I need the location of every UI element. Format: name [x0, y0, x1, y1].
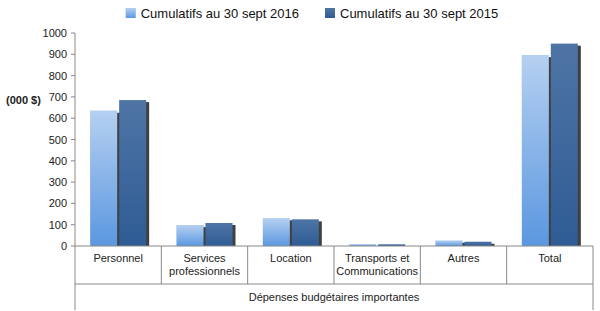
- frame-line: [593, 246, 594, 310]
- legend-swatch-highlight: [126, 8, 136, 18]
- x-tick-label-line: Personnel: [93, 252, 143, 264]
- frame-line: [75, 246, 76, 310]
- x-tick-label: Location: [270, 252, 312, 264]
- bar: [90, 111, 117, 246]
- y-tick: [71, 246, 75, 247]
- bar-highlight: [263, 218, 290, 246]
- y-tick: [71, 33, 75, 34]
- x-tick-label-line: Location: [270, 252, 312, 264]
- bar-highlight: [177, 225, 204, 246]
- y-axis-title: (000 $): [6, 94, 41, 106]
- legend-swatch: [325, 8, 335, 18]
- legend-swatch-highlight: [325, 8, 335, 18]
- bar: [206, 223, 233, 246]
- y-tick: [71, 96, 75, 97]
- x-tick-label-line: Autres: [448, 252, 480, 264]
- bar: [119, 100, 146, 246]
- y-tick-label: 300: [49, 176, 67, 188]
- bar-highlight: [119, 100, 146, 246]
- x-tick-label: Personnel: [93, 252, 143, 264]
- y-tick-label: 500: [49, 134, 67, 146]
- category-separator: [506, 246, 507, 284]
- y-tick: [71, 224, 75, 225]
- category-separator: [161, 246, 162, 284]
- bar-highlight: [465, 242, 492, 246]
- bar: [551, 44, 578, 246]
- y-tick-label: 200: [49, 197, 67, 209]
- x-tick-label: Transports etCommunications: [336, 252, 418, 277]
- x-tick-label-line: Total: [538, 252, 561, 264]
- x-tick-label: Total: [538, 252, 561, 264]
- y-tick-label: 900: [49, 48, 67, 60]
- chart: 0 100 200 300 400 500 600 700 800 900 1000 (000 $) P…: [0, 0, 600, 311]
- y-axis: 0 100 200 300 400 500 600 700 800 900 1000: [43, 27, 75, 252]
- bar-highlight: [436, 241, 463, 246]
- x-axis: Personnel Servicesprofessionnels Location T…: [75, 246, 593, 310]
- y-tick-label: 400: [49, 155, 67, 167]
- x-tick-label-line: Communications: [336, 265, 418, 277]
- bar-highlight: [551, 44, 578, 246]
- bar: [292, 219, 319, 246]
- y-tick-label: 600: [49, 112, 67, 124]
- y-axis-line: [75, 33, 76, 246]
- bar-highlight: [292, 219, 319, 246]
- category-separator: [334, 246, 335, 284]
- y-tick: [71, 160, 75, 161]
- bar: [436, 241, 463, 246]
- x-tick-label-line: Services: [183, 252, 226, 264]
- y-tick-label: 700: [49, 91, 67, 103]
- bars: [90, 44, 581, 246]
- bar-highlight: [522, 55, 549, 246]
- legend-label: Cumulatifs au 30 sept 2016: [141, 6, 299, 21]
- x-tick-label: Servicesprofessionnels: [169, 252, 240, 277]
- y-tick: [71, 54, 75, 55]
- bar-highlight: [206, 223, 233, 246]
- x-tick-label-line: professionnels: [169, 265, 240, 277]
- legend-swatch: [126, 8, 136, 18]
- category-separator: [247, 246, 248, 284]
- y-tick-label: 800: [49, 70, 67, 82]
- x-axis-title: Dépenses budgétaires importantes: [249, 291, 420, 303]
- x-tick-label: Autres: [448, 252, 480, 264]
- legend-label: Cumulatifs au 30 sept 2015: [340, 6, 498, 21]
- y-tick-label: 100: [49, 219, 67, 231]
- y-tick: [71, 182, 75, 183]
- x-tick-label-line: Transports et: [345, 252, 409, 264]
- y-tick: [71, 139, 75, 140]
- legend: Cumulatifs au 30 sept 2016 Cumulatifs au …: [126, 6, 499, 21]
- category-separator: [420, 246, 421, 284]
- bar: [263, 218, 290, 246]
- y-tick: [71, 118, 75, 119]
- bar: [465, 242, 492, 246]
- y-tick-label: 0: [61, 240, 67, 252]
- bar-highlight: [90, 111, 117, 246]
- bar: [522, 55, 549, 246]
- frame-line: [75, 284, 593, 285]
- y-tick: [71, 75, 75, 76]
- bar: [177, 225, 204, 246]
- y-tick: [71, 203, 75, 204]
- y-tick-label: 1000: [43, 27, 67, 39]
